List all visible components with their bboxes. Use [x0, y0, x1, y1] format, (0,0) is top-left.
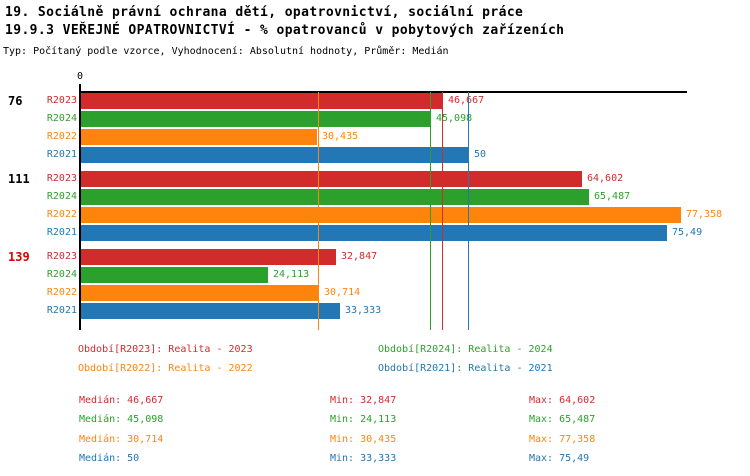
bar-row-label-r2024: R2024 — [46, 113, 77, 124]
median-line-r2022 — [318, 92, 319, 330]
bar-row-label-r2022: R2022 — [46, 209, 77, 220]
bar-value-label: 24,113 — [273, 269, 310, 280]
stat-median-r2024: Medián: 45,098 — [79, 414, 164, 425]
bar-row-label-r2023: R2023 — [46, 251, 77, 262]
x-axis-top-line — [79, 91, 687, 93]
bar-row-label-r2022: R2022 — [46, 131, 77, 142]
legend-item-r2023: Období[R2023]: Realita - 2023 — [78, 344, 253, 355]
bar-r2022 — [81, 129, 317, 145]
bar-row-label-r2023: R2023 — [46, 95, 77, 106]
bar-r2024 — [81, 267, 268, 283]
bar-row-label-r2022: R2022 — [46, 287, 77, 298]
bar-row-label-r2024: R2024 — [46, 191, 77, 202]
bar-value-label: 45,098 — [436, 113, 473, 124]
group-label: 139 — [8, 250, 30, 264]
stat-min-r2023: Min: 32,847 — [330, 395, 397, 406]
median-line-r2021 — [468, 92, 469, 330]
stat-max-r2021: Max: 75,49 — [529, 453, 590, 464]
bar-value-label: 30,435 — [322, 131, 359, 142]
bar-r2024 — [81, 189, 589, 205]
bar-r2022 — [81, 207, 681, 223]
bar-value-label: 65,487 — [594, 191, 631, 202]
page-title-line2: 19.9.3 VEŘEJNÉ OPATROVNICTVÍ - % opatrov… — [5, 23, 565, 38]
bar-r2021 — [81, 147, 469, 163]
bar-value-label: 77,358 — [686, 209, 723, 220]
bar-value-label: 33,333 — [345, 305, 382, 316]
group-label: 76 — [8, 94, 23, 108]
chart-subtitle: Typ: Počítaný podle vzorce, Vyhodnocení:… — [3, 46, 449, 57]
bar-row-label-r2021: R2021 — [46, 227, 77, 238]
stat-median-r2022: Medián: 30,714 — [79, 434, 164, 445]
bar-row-label-r2023: R2023 — [46, 173, 77, 184]
bar-value-label: 50 — [474, 149, 487, 160]
bar-r2023 — [81, 93, 443, 109]
bar-r2023 — [81, 249, 336, 265]
bar-value-label: 30,714 — [324, 287, 361, 298]
bar-r2023 — [81, 171, 582, 187]
stat-median-r2021: Medián: 50 — [79, 453, 140, 464]
bar-value-label: 75,49 — [672, 227, 703, 238]
stat-median-r2023: Medián: 46,667 — [79, 395, 164, 406]
bar-value-label: 64,602 — [587, 173, 624, 184]
median-line-r2023 — [442, 92, 443, 330]
legend-item-r2024: Období[R2024]: Realita - 2024 — [378, 344, 553, 355]
bar-r2022 — [81, 285, 319, 301]
stat-min-r2022: Min: 30,435 — [330, 434, 397, 445]
bar-value-label: 46,667 — [448, 95, 485, 106]
legend-item-r2022: Období[R2022]: Realita - 2022 — [78, 363, 253, 374]
legend-item-r2021: Období[R2021]: Realita - 2021 — [378, 363, 553, 374]
bar-row-label-r2024: R2024 — [46, 269, 77, 280]
page-title-line1: 19. Sociálně právní ochrana dětí, opatro… — [5, 5, 524, 20]
bar-r2021 — [81, 225, 667, 241]
bar-r2024 — [81, 111, 431, 127]
bar-row-label-r2021: R2021 — [46, 305, 77, 316]
stat-min-r2024: Min: 24,113 — [330, 414, 397, 425]
bar-value-label: 32,847 — [341, 251, 378, 262]
median-line-r2024 — [430, 92, 431, 330]
stat-max-r2022: Max: 77,358 — [529, 434, 596, 445]
group-label: 111 — [8, 172, 30, 186]
stat-max-r2024: Max: 65,487 — [529, 414, 596, 425]
stat-max-r2023: Max: 64,602 — [529, 395, 596, 406]
axis-origin-label: 0 — [77, 71, 84, 82]
bar-row-label-r2021: R2021 — [46, 149, 77, 160]
bar-r2021 — [81, 303, 340, 319]
y-axis-line — [79, 84, 81, 330]
stat-min-r2021: Min: 33,333 — [330, 453, 397, 464]
